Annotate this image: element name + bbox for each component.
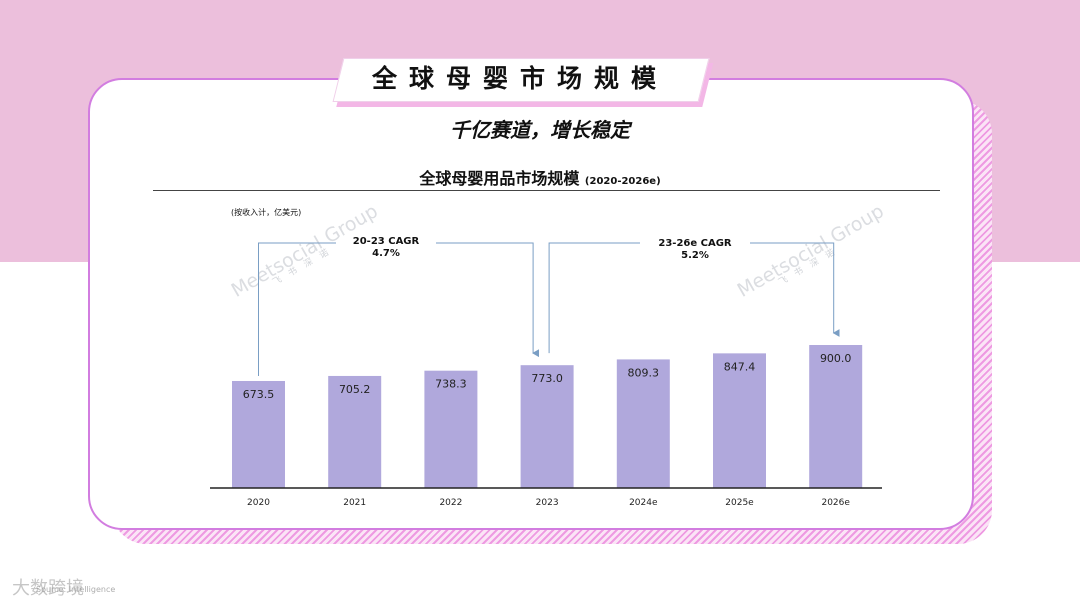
chart-title-text: 全球母婴用品市场规模 (419, 169, 580, 188)
data-label-2021: 705.2 (339, 383, 371, 396)
cagr-1-connector-right (436, 242, 540, 358)
cagr-1-connector-left (258, 242, 336, 376)
bar-2025e (713, 353, 766, 488)
x-tick-2026e: 2026e (821, 498, 850, 508)
chart-title-divider (153, 190, 940, 191)
data-label-2026e: 900.0 (820, 352, 852, 365)
cagr-2-value: 5.2% (681, 250, 709, 261)
cagr-1-value: 4.7% (372, 248, 400, 259)
bar-2022 (424, 370, 478, 488)
bar-2021 (328, 375, 382, 488)
chart-title-period: (2020-2026e) (584, 176, 661, 187)
cagr-annotation-2: 23-26e CAGR 5.2% (643, 238, 747, 262)
cagr-annotation-1: 20-23 CAGR 4.7% (340, 236, 432, 260)
bar-2024e (616, 359, 670, 488)
bar-2020 (232, 380, 285, 488)
chart-title: 全球母婴用品市场规模 (2020-2026e) (0, 165, 1080, 189)
cagr-2-connector-right (750, 242, 840, 337)
x-tick-2025e: 2025e (725, 498, 754, 508)
cagr-1-label: 20-23 CAGR (352, 236, 420, 247)
chart-unit-note: (按收入计，亿美元) (231, 208, 302, 217)
data-label-2020: 673.5 (243, 388, 275, 401)
x-tick-2022: 2022 (439, 498, 462, 508)
x-tick-2024e: 2024e (629, 498, 658, 508)
x-tick-2021: 2021 (343, 498, 366, 508)
page-title: 全球母婴市场规模 (371, 64, 668, 93)
x-tick-2020: 2020 (247, 498, 270, 508)
bar-2026e (809, 345, 863, 488)
page-subtitle: 千亿赛道，增长稳定 (450, 118, 630, 142)
x-tick-2023: 2023 (536, 498, 559, 508)
footer-source-text: Source: Intelligence (36, 585, 116, 594)
cagr-2-connector-left (548, 242, 640, 354)
cagr-2-label: 23-26e CAGR (658, 238, 732, 249)
footer-logo: 大数跨境 (12, 578, 84, 599)
data-label-2023: 773.0 (531, 372, 563, 385)
data-label-2024e: 809.3 (628, 366, 660, 379)
bar-2023 (520, 365, 574, 488)
data-label-2022: 738.3 (435, 378, 467, 391)
data-label-2025e: 847.4 (724, 360, 756, 373)
